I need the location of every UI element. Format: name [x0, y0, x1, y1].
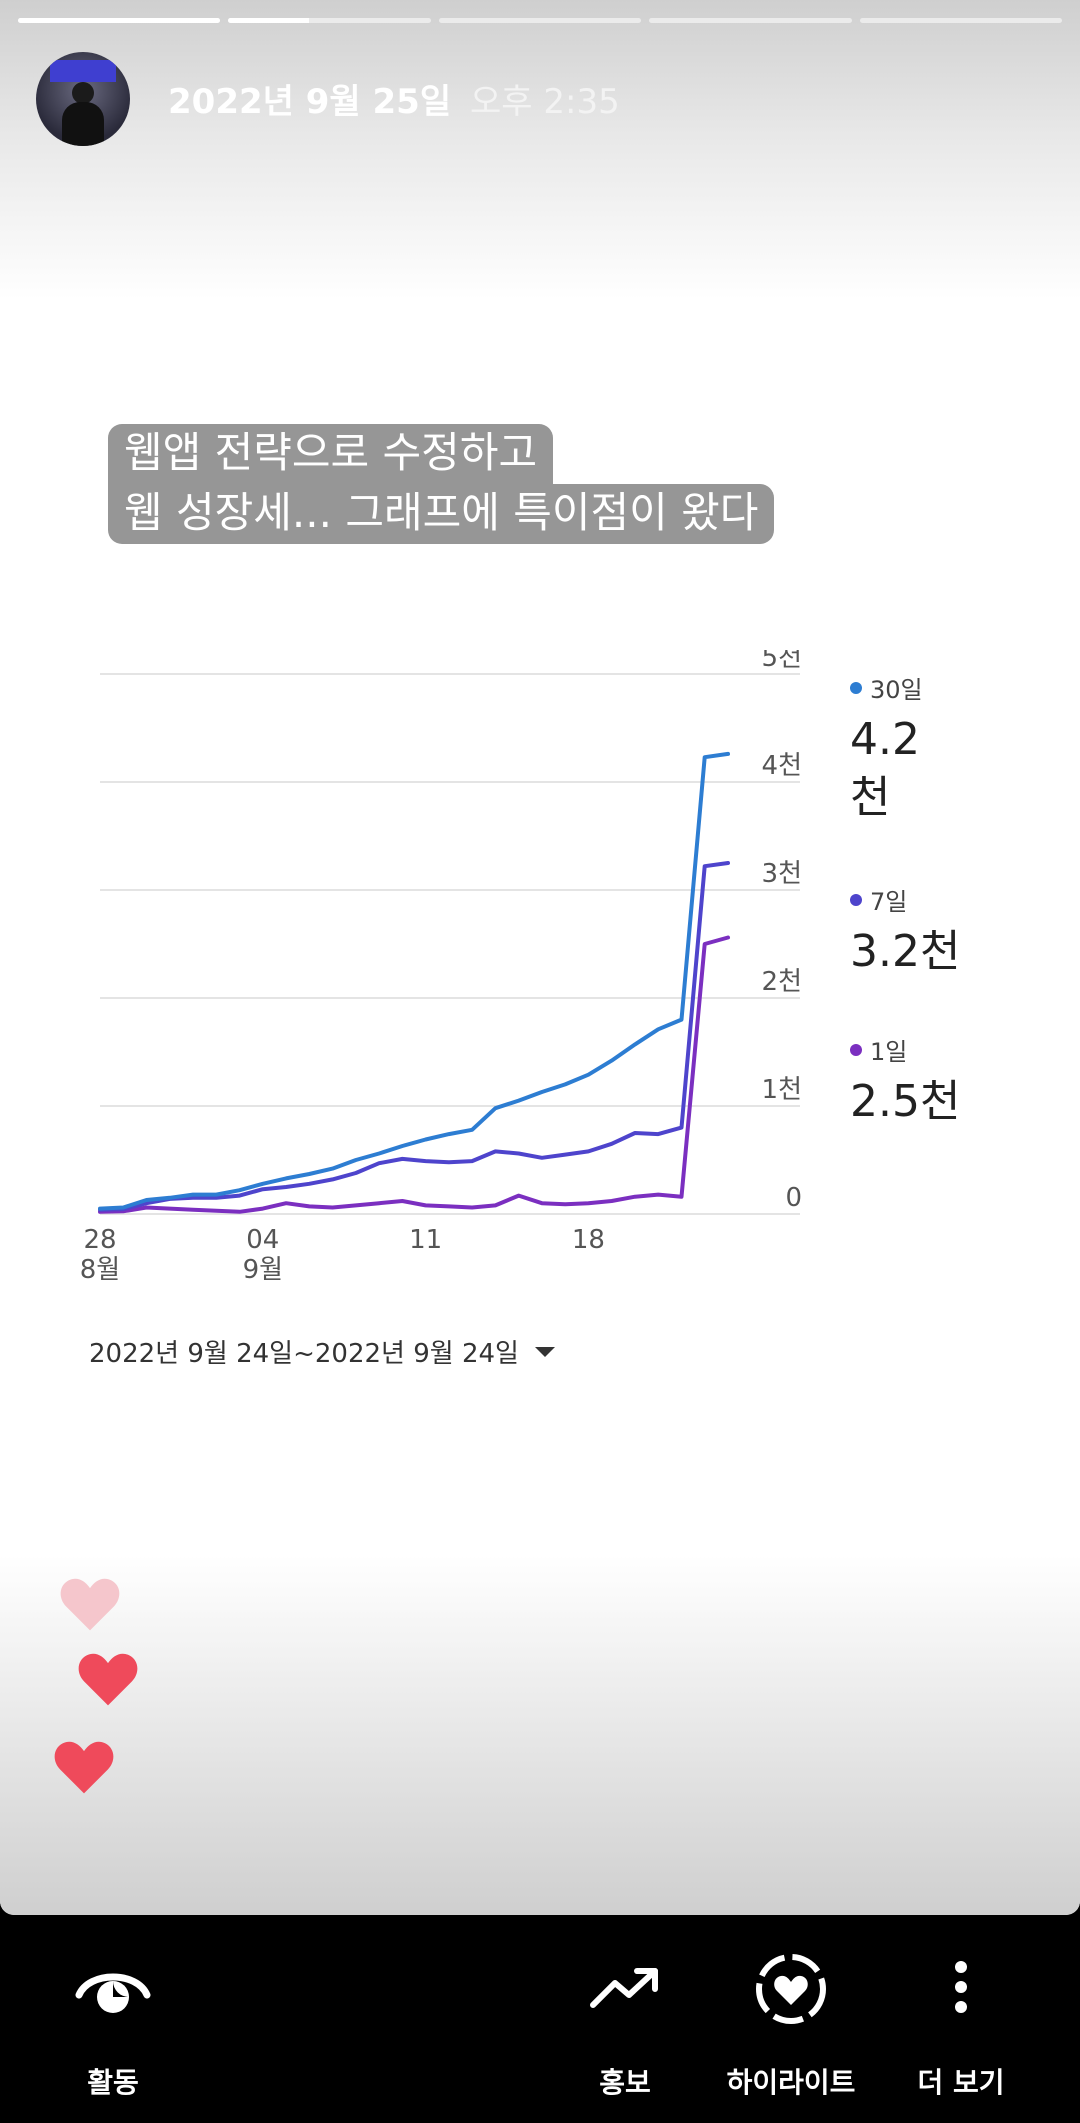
chevron-down-icon [534, 1346, 555, 1357]
more-vertical-icon [955, 1961, 967, 2013]
y-tick-label: 3천 [762, 859, 802, 889]
floating-heart-icon [60, 1578, 120, 1631]
story-progress-bar [18, 18, 1063, 23]
legend-item: 7일 3.2천 [850, 882, 1070, 981]
legend-header: 7일 [850, 882, 1070, 917]
y-tick-label: 1천 [762, 1075, 802, 1105]
legend-item: 1일 2.5천 [850, 1032, 1070, 1131]
floating-heart-icon [54, 1741, 114, 1794]
date-range-selector[interactable]: 2022년 9월 24일~2022년 9월 24일 [89, 1333, 555, 1370]
series-line-7일 [98, 861, 730, 1212]
activity-button[interactable]: 활동 [28, 1915, 198, 2123]
x-tick-month-label: 9월 [243, 1255, 283, 1285]
highlight-label: 하이라이트 [726, 2066, 856, 2099]
avatar-head [72, 82, 94, 104]
story-caption: 웹앱 전략으로 수정하고 웹 성장세... 그래프에 특이점이 왔다 [108, 424, 775, 544]
more-label: 더 보기 [917, 2066, 1005, 2099]
y-tick-label: 2천 [762, 967, 802, 997]
legend-dot-icon [850, 1043, 862, 1056]
x-tick-label: 04 [246, 1225, 279, 1255]
x-tick-label: 18 [572, 1225, 605, 1255]
more-button[interactable]: 더 보기 [876, 1915, 1046, 2123]
activity-eye-icon [75, 1973, 151, 2013]
progress-segment [18, 18, 221, 23]
date-range-text: 2022년 9월 24일~2022년 9월 24일 [89, 1339, 519, 1369]
progress-segment [649, 18, 852, 23]
progress-segment [228, 18, 431, 23]
story-time: 오후 2:35 [470, 82, 620, 122]
y-tick-label: 5천 [762, 650, 802, 673]
y-tick-label: 4천 [762, 751, 802, 781]
x-tick-month-label: 8월 [80, 1255, 120, 1285]
progress-segment [859, 18, 1063, 23]
legend-series-value: 2.5천 [850, 1076, 961, 1127]
legend-series-name: 30일 [870, 676, 923, 704]
activity-label: 활동 [87, 2066, 139, 2099]
promote-label: 홍보 [599, 2066, 651, 2099]
bottom-gradient [0, 1555, 1080, 1915]
legend-item: 30일 4.2천 [850, 670, 1070, 827]
progress-fill [228, 18, 310, 23]
caption-line-2: 웹 성장세... 그래프에 특이점이 왔다 [108, 484, 775, 544]
promote-button[interactable]: 홍보 [540, 1915, 710, 2123]
highlight-button[interactable]: 하이라이트 [706, 1915, 876, 2123]
story-date: 2022년 9월 25일 [168, 82, 452, 122]
top-gradient [0, 0, 1080, 300]
avatar-body [62, 102, 104, 146]
series-line-30일 [98, 751, 730, 1211]
legend-header: 30일 [850, 670, 1070, 705]
floating-heart-icon [78, 1653, 138, 1706]
avatar[interactable] [36, 52, 130, 146]
avatar-banner [50, 60, 116, 82]
progress-segment [438, 18, 642, 23]
highlight-heart-icon [756, 1954, 826, 2024]
series-line-1일 [98, 935, 730, 1214]
legend-series-value: 4.2천 [850, 714, 920, 823]
trending-up-icon [590, 1968, 658, 2008]
caption-line-1: 웹앱 전략으로 수정하고 [108, 424, 554, 484]
legend-series-value: 3.2천 [850, 926, 961, 977]
legend-header: 1일 [850, 1032, 1070, 1067]
story-action-bar: 활동 홍보 하이라이트 더 보기 [0, 1915, 1080, 2123]
x-tick-label: 11 [409, 1225, 442, 1255]
y-tick-label: 0 [785, 1183, 802, 1213]
legend-dot-icon [850, 681, 862, 694]
legend-series-name: 7일 [870, 888, 908, 916]
story-frame[interactable]: 2022년 9월 25일 오후 2:35 웹앱 전략으로 수정하고 웹 성장세.… [0, 0, 1080, 1915]
legend-dot-icon [850, 893, 862, 906]
progress-fill [18, 18, 221, 23]
legend-series-name: 1일 [870, 1038, 908, 1066]
x-tick-label: 28 [83, 1225, 116, 1255]
